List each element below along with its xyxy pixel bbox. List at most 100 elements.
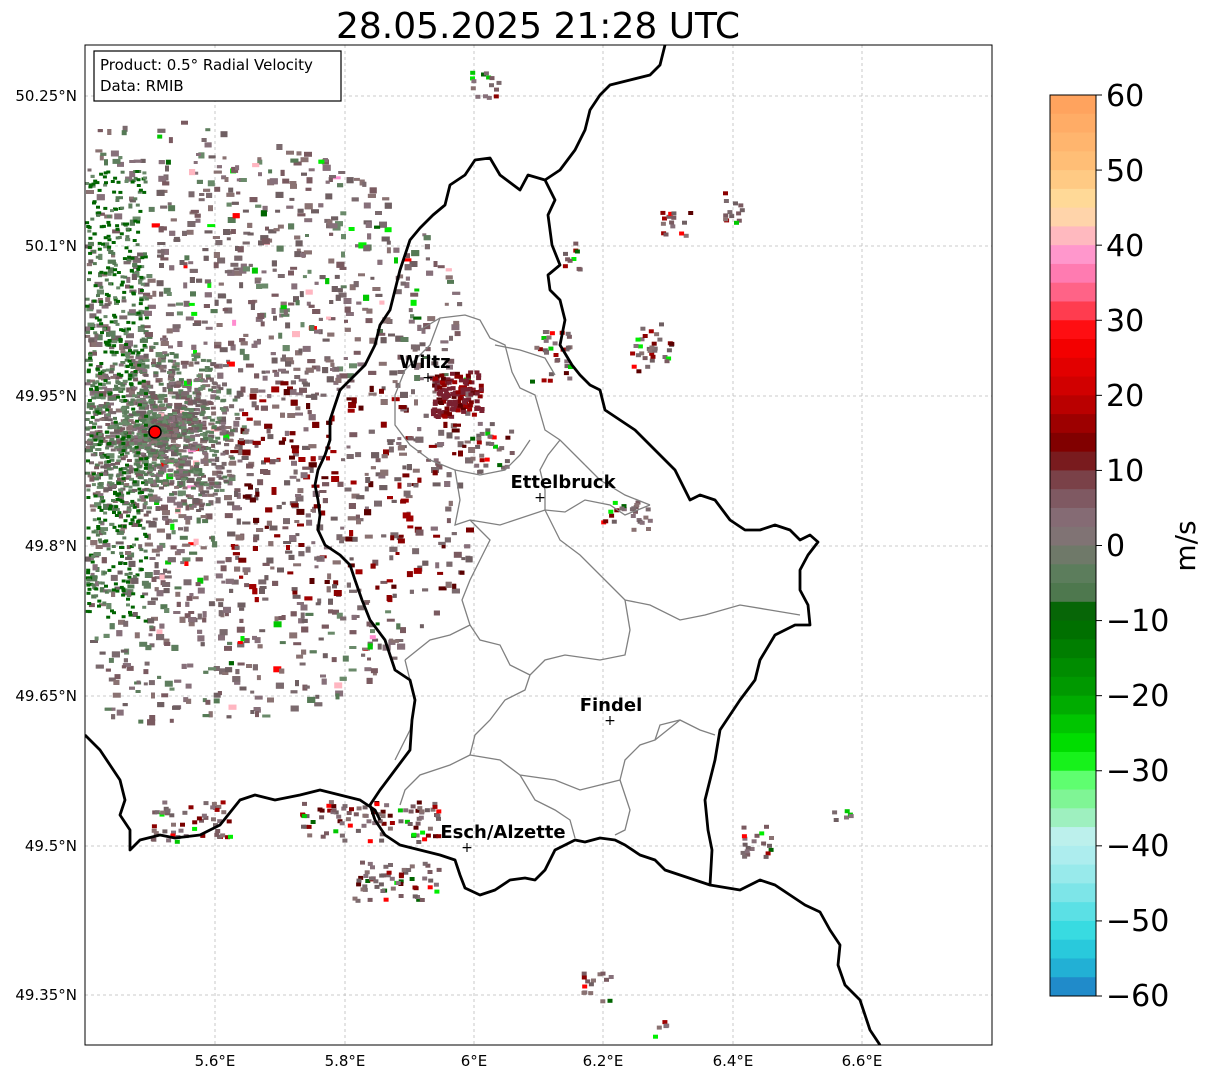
echo-cell: [153, 570, 160, 575]
echo-cell: [87, 225, 92, 229]
echo-cell: [161, 504, 168, 511]
echo-cell: [375, 585, 380, 590]
echo-cell: [199, 448, 204, 451]
echo-cell: [300, 253, 306, 257]
echo-cell: [117, 455, 123, 459]
echo-cell: [476, 440, 482, 445]
echo-cell: [260, 321, 265, 327]
echo-cell: [238, 438, 244, 442]
echo-cell: [152, 290, 157, 297]
echo-cell: [103, 379, 108, 383]
colorbar-swatch: [1050, 301, 1096, 321]
echo-cell: [214, 489, 220, 493]
echo-cell: [290, 399, 298, 406]
echo-cell: [651, 341, 657, 346]
echo-cell: [130, 359, 136, 362]
echo-cell: [430, 807, 436, 812]
echo-cell: [114, 505, 119, 509]
echo-cell: [274, 616, 279, 622]
colorbar-tick: −40: [1106, 829, 1169, 864]
echo-cell: [178, 527, 183, 531]
echo-cell: [157, 442, 163, 446]
echo-cell: [152, 517, 158, 521]
echo-cell: [142, 442, 148, 446]
echo-cell: [248, 439, 254, 444]
echo-cell: [268, 335, 274, 340]
echo-cell: [399, 452, 407, 456]
echo-cell: [181, 406, 187, 410]
echo-cell: [312, 421, 320, 428]
echo-cell: [346, 445, 351, 449]
echo-cell: [478, 387, 484, 392]
echo-cell: [96, 342, 103, 347]
echo-cell: [386, 618, 395, 622]
echo-cell: [177, 421, 183, 425]
echo-cell: [351, 493, 360, 499]
echo-cell: [163, 479, 168, 483]
echo-cell: [671, 211, 677, 216]
echo-cell: [224, 495, 232, 501]
echo-cell: [249, 584, 257, 590]
colorbar-swatch: [1050, 658, 1096, 678]
echo-cell: [145, 438, 151, 442]
echo-cell: [406, 515, 414, 522]
echo-cell: [164, 353, 169, 357]
echo-cell: [349, 363, 357, 369]
echo-cell: [296, 508, 305, 515]
echo-cell: [194, 465, 199, 468]
echo-cell: [345, 312, 354, 316]
echo-cell: [151, 364, 157, 368]
colorbar-swatch: [1050, 676, 1096, 697]
echo-cell: [129, 385, 135, 389]
echo-cell: [250, 690, 255, 694]
echo-cell: [291, 447, 299, 454]
echo-cell: [107, 223, 112, 227]
echo-cell: [133, 378, 139, 382]
echo-cell: [109, 346, 115, 350]
echo-cell: [215, 829, 221, 833]
echo-cell: [141, 420, 147, 424]
echo-cell: [447, 412, 452, 417]
echo-cell: [370, 629, 375, 634]
echo-cell: [125, 284, 130, 289]
echo-cell: [122, 125, 128, 132]
echo-cell: [181, 477, 186, 481]
echo-cell: [181, 120, 188, 125]
echo-cell: [287, 386, 293, 390]
echo-cell: [170, 383, 176, 387]
echo-cell: [277, 567, 284, 573]
echo-cell: [182, 502, 188, 506]
echo-cell: [162, 421, 168, 424]
echo-cell: [183, 282, 188, 289]
echo-cell: [144, 535, 149, 538]
echo-cell: [169, 381, 175, 385]
echo-cell: [110, 180, 115, 183]
echo-cell: [441, 373, 449, 377]
echo-cell: [645, 364, 651, 369]
echo-cell: [198, 378, 204, 382]
echo-cell: [311, 209, 319, 214]
echo-cell: [158, 417, 164, 421]
echo-cell: [127, 311, 136, 316]
echo-cell: [162, 181, 170, 186]
echo-cell: [144, 421, 150, 425]
colorbar-tick: −50: [1106, 904, 1169, 939]
echo-cell: [164, 642, 171, 646]
echo-cell: [281, 501, 286, 505]
echo-cell: [191, 443, 197, 447]
echo-cell: [367, 643, 373, 650]
echo-cell: [543, 338, 549, 343]
echo-cell: [148, 440, 154, 444]
echo-cell: [205, 374, 211, 378]
echo-cell: [407, 436, 414, 441]
echo-cell: [130, 365, 136, 369]
echo-cell: [90, 379, 95, 383]
echo-cell: [112, 158, 121, 164]
echo-cell: [196, 374, 202, 378]
echo-cell: [108, 657, 114, 663]
echo-cell: [433, 458, 439, 463]
echo-cell: [171, 530, 176, 535]
echo-cell: [187, 418, 193, 421]
echo-cell: [406, 868, 412, 872]
echo-cell: [86, 379, 91, 384]
